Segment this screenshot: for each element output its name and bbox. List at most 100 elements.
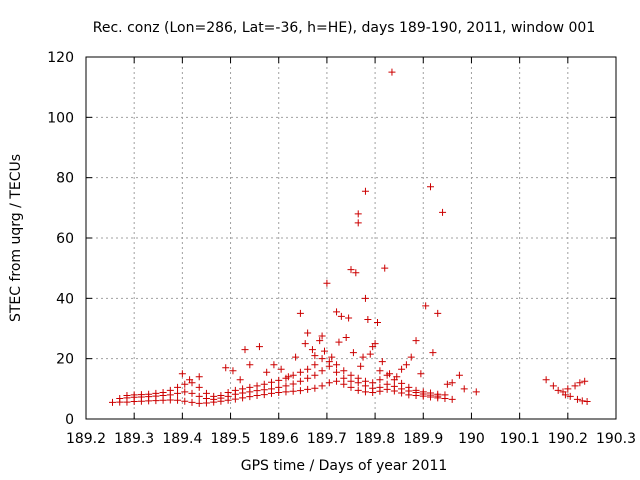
data-point: [195, 383, 203, 391]
data-point: [571, 382, 579, 390]
data-point: [311, 384, 319, 392]
data-point: [381, 264, 389, 272]
data-point: [564, 385, 572, 393]
data-point: [270, 361, 278, 369]
data-point: [398, 379, 406, 387]
data-point: [573, 395, 581, 403]
data-point: [159, 388, 167, 396]
data-point: [304, 374, 312, 382]
data-point: [236, 376, 244, 384]
data-point: [337, 312, 345, 320]
data-point: [304, 385, 312, 393]
data-point: [417, 370, 425, 378]
data-point: [448, 379, 456, 387]
data-point: [333, 361, 341, 369]
data-point: [304, 365, 312, 373]
data-point: [390, 382, 398, 390]
x-tick-label: 189.3: [114, 431, 154, 447]
data-point: [311, 361, 319, 369]
data-point: [289, 380, 297, 388]
data-point: [349, 349, 357, 357]
data-point: [448, 395, 456, 403]
chart-title: Rec. conz (Lon=286, Lat=-36, h=HE), days…: [93, 20, 595, 36]
data-point: [347, 383, 355, 391]
x-tick-label: 189.8: [355, 431, 395, 447]
data-point: [460, 385, 468, 393]
data-point: [268, 378, 275, 386]
data-point: [407, 353, 415, 361]
data-point: [260, 380, 268, 388]
data-point: [383, 380, 391, 388]
data-point: [371, 340, 379, 348]
x-tick-label: 189.7: [307, 431, 347, 447]
data-point: [354, 374, 362, 382]
data-point: [316, 337, 324, 345]
data-point: [325, 379, 333, 387]
data-point: [296, 377, 304, 385]
data-point: [289, 387, 297, 395]
data-point: [268, 385, 275, 393]
data-point: [174, 396, 182, 404]
data-point: [576, 379, 584, 387]
data-point: [340, 380, 348, 388]
data-point: [419, 388, 427, 396]
data-point: [347, 266, 355, 274]
data-point: [174, 389, 182, 397]
data-point: [393, 373, 401, 381]
data-point: [263, 368, 271, 376]
data-point: [277, 365, 285, 373]
data-point: [434, 309, 442, 317]
data-point: [345, 314, 353, 322]
data-point: [333, 308, 341, 316]
data-point: [347, 377, 355, 385]
y-tick-label: 20: [56, 352, 74, 368]
data-point: [583, 398, 591, 406]
data-point: [342, 334, 350, 342]
data-point: [178, 370, 186, 378]
data-point: [369, 379, 377, 387]
data-point: [239, 385, 247, 393]
data-point: [402, 361, 410, 369]
data-point: [434, 390, 442, 398]
x-tick-label: 190.1: [500, 431, 540, 447]
data-point: [354, 210, 362, 218]
data-point: [181, 388, 189, 396]
data-point: [340, 374, 348, 382]
data-point: [130, 391, 138, 399]
data-point: [361, 187, 369, 195]
data-point: [554, 386, 562, 394]
data-point: [152, 389, 160, 397]
data-point: [366, 350, 374, 358]
data-point: [325, 358, 333, 366]
x-tick-label: 189.4: [162, 431, 202, 447]
y-tick-label: 40: [56, 291, 74, 307]
data-point: [311, 352, 319, 360]
data-point: [354, 386, 362, 394]
grid-lines: [86, 57, 616, 419]
data-point: [255, 343, 263, 351]
data-point: [364, 315, 372, 323]
data-point: [443, 380, 451, 388]
data-point: [422, 302, 430, 310]
y-axis-label: STEC from uqrg / TECUs: [8, 154, 24, 322]
data-point: [333, 377, 341, 385]
data-point: [333, 368, 341, 376]
data-point: [352, 269, 360, 277]
data-point: [318, 382, 326, 390]
data-point: [357, 362, 365, 370]
data-points: [109, 68, 591, 407]
data-point: [323, 279, 331, 287]
data-point: [376, 376, 384, 384]
x-tick-label: 190.3: [596, 431, 636, 447]
data-point: [241, 346, 249, 354]
x-tick-label: 189.2: [66, 431, 106, 447]
y-tick-labels: 0 20 40 60 80 100 120: [47, 50, 74, 428]
x-tick-label: 189.6: [259, 431, 299, 447]
x-tick-labels: 189.2 189.3 189.4 189.5 189.6 189.7 189.8 189.9…: [66, 431, 636, 447]
data-point: [188, 398, 196, 406]
data-point: [210, 392, 218, 400]
data-point: [246, 361, 254, 369]
data-point: [186, 376, 194, 384]
data-point: [282, 382, 290, 390]
